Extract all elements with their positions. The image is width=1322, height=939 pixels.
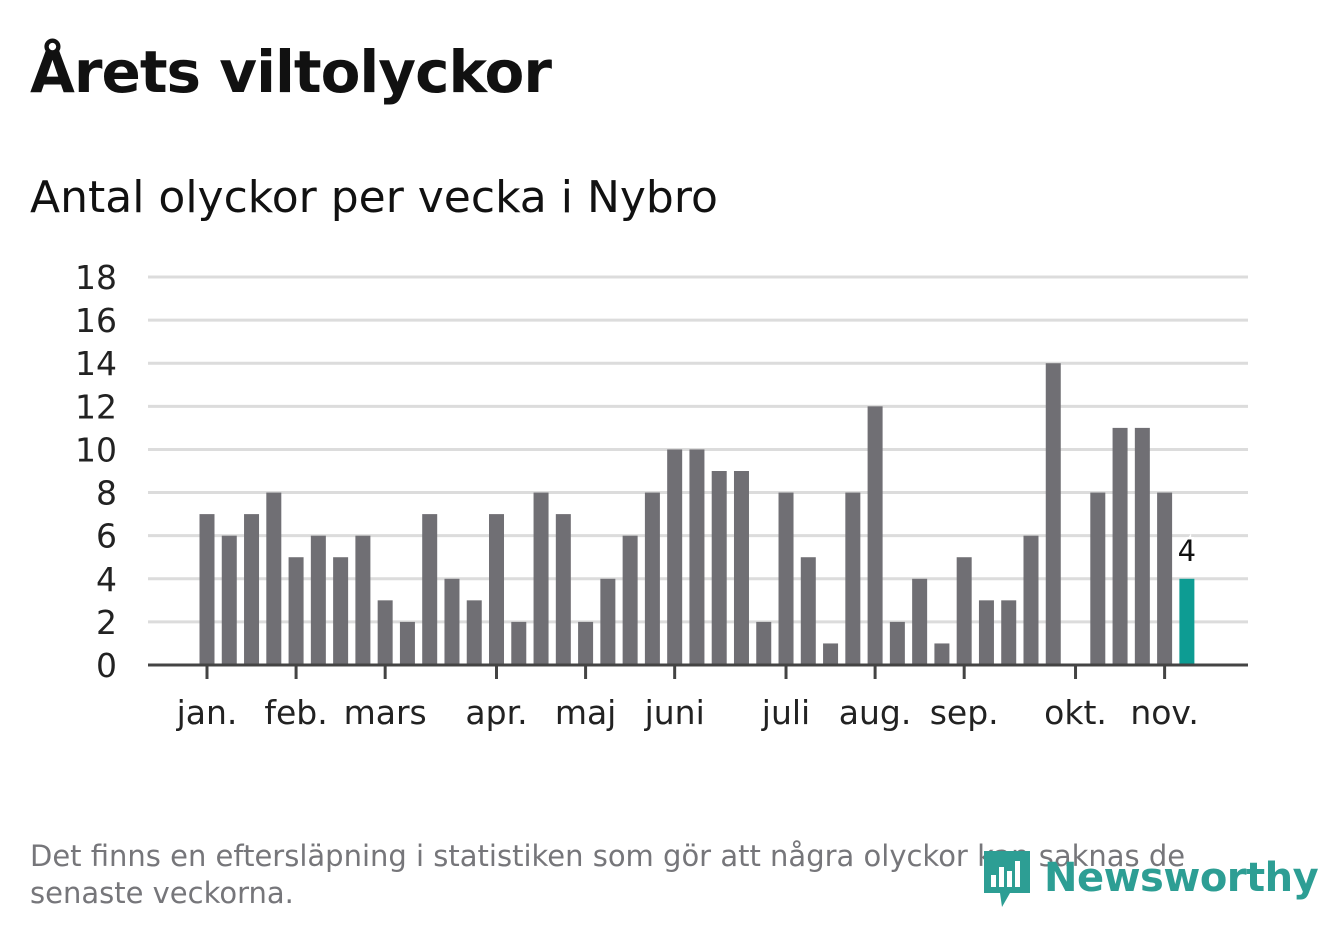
bar bbox=[533, 492, 549, 665]
bar bbox=[511, 621, 527, 665]
x-tick-label: nov. bbox=[1130, 693, 1199, 732]
x-tick-label: juni bbox=[644, 693, 705, 732]
y-tick-label: 2 bbox=[96, 603, 117, 642]
bar bbox=[1001, 600, 1017, 665]
data-labels: 4 bbox=[1175, 531, 1198, 570]
bar bbox=[1023, 535, 1039, 665]
bar bbox=[578, 621, 594, 665]
x-tick-label: apr. bbox=[465, 693, 527, 732]
bar bbox=[199, 514, 215, 665]
y-tick-label: 0 bbox=[96, 646, 117, 685]
bar bbox=[756, 621, 772, 665]
bar bbox=[934, 643, 950, 665]
data-label-latest: 4 bbox=[1178, 534, 1196, 568]
bar bbox=[867, 406, 883, 665]
bar bbox=[1134, 427, 1150, 665]
x-axis-ticks: jan. feb. mars apr. maj juni juli aug. sep. okt. n… bbox=[176, 665, 1199, 732]
bar bbox=[489, 514, 505, 665]
bar bbox=[823, 643, 839, 665]
chart-subtitle: Antal olyckor per vecka i Nybro bbox=[30, 172, 718, 223]
y-tick-label: 12 bbox=[75, 387, 117, 426]
bar bbox=[845, 492, 861, 665]
y-tick-label: 8 bbox=[96, 474, 117, 513]
bar bbox=[555, 514, 571, 665]
brand-logo: Newsworthy bbox=[980, 845, 1319, 911]
bar bbox=[689, 449, 705, 665]
bar-latest-week bbox=[1179, 578, 1195, 665]
bar bbox=[600, 578, 616, 665]
bar bbox=[711, 471, 727, 665]
bar bbox=[889, 621, 905, 665]
chart-title: Årets viltolyckor bbox=[30, 38, 552, 106]
bar bbox=[266, 492, 282, 665]
bar bbox=[912, 578, 928, 665]
bar bbox=[399, 621, 415, 665]
x-tick-label: juli bbox=[761, 693, 810, 732]
bar bbox=[622, 535, 638, 665]
bar bbox=[956, 557, 972, 665]
x-tick-label: okt. bbox=[1044, 693, 1107, 732]
bar bbox=[466, 600, 482, 665]
y-axis-ticks: 0 2 4 6 8 10 12 14 16 18 bbox=[75, 258, 117, 685]
x-tick-label: aug. bbox=[839, 693, 912, 732]
bar bbox=[667, 449, 683, 665]
x-tick-label: mars bbox=[344, 693, 427, 732]
bar bbox=[978, 600, 994, 665]
y-tick-label: 10 bbox=[75, 430, 117, 469]
bar bbox=[1090, 492, 1106, 665]
bar bbox=[221, 535, 237, 665]
bar bbox=[422, 514, 438, 665]
bar bbox=[1045, 363, 1061, 665]
bar bbox=[733, 471, 749, 665]
bar bbox=[288, 557, 304, 665]
bar bbox=[644, 492, 660, 665]
bar bbox=[377, 600, 393, 665]
bar bbox=[1112, 427, 1128, 665]
y-tick-label: 4 bbox=[96, 560, 117, 599]
bar bbox=[355, 535, 371, 665]
x-tick-label: maj bbox=[555, 693, 617, 732]
bar bbox=[333, 557, 349, 665]
bar bbox=[1157, 492, 1173, 665]
y-tick-label: 16 bbox=[75, 301, 117, 340]
x-tick-label: feb. bbox=[264, 693, 327, 732]
brand-name: Newsworthy bbox=[1044, 855, 1319, 901]
bars bbox=[199, 363, 1195, 665]
bar bbox=[444, 578, 460, 665]
x-tick-label: sep. bbox=[930, 693, 999, 732]
bar bbox=[244, 514, 260, 665]
y-tick-label: 18 bbox=[75, 258, 117, 297]
y-tick-label: 6 bbox=[96, 517, 117, 556]
bar bbox=[310, 535, 326, 665]
bar bbox=[778, 492, 794, 665]
x-tick-label: jan. bbox=[176, 693, 238, 732]
bar bbox=[800, 557, 816, 665]
newsworthy-logo-icon bbox=[984, 851, 1030, 907]
y-tick-label: 14 bbox=[75, 344, 117, 383]
